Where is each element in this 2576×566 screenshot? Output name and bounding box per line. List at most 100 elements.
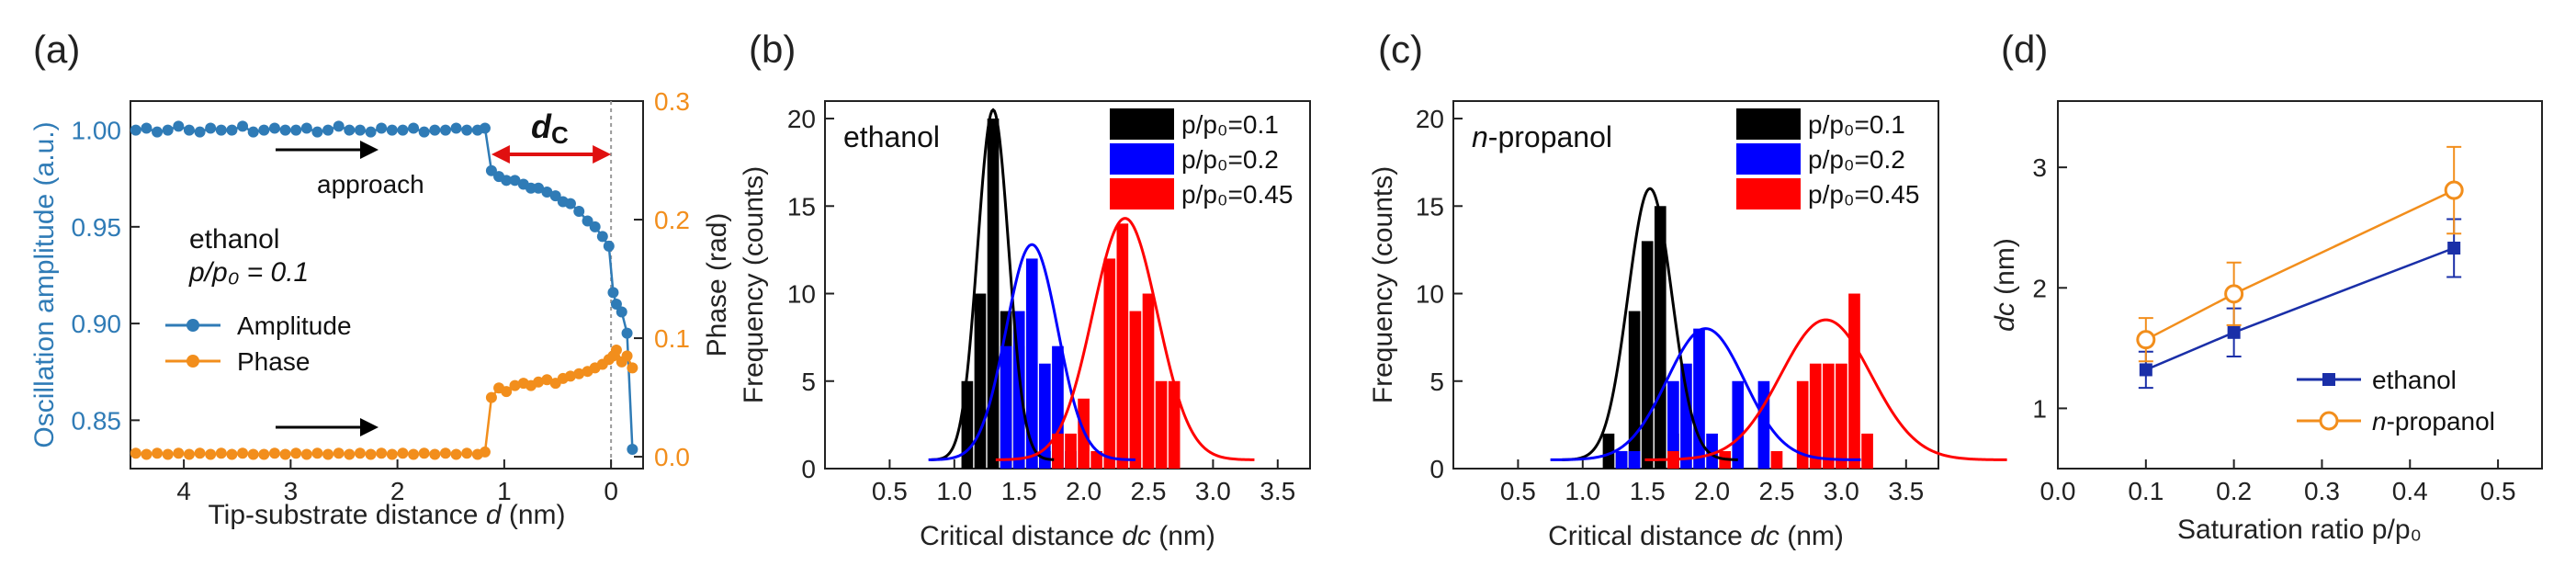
amplitude-point xyxy=(152,126,164,138)
phase-point xyxy=(194,447,206,459)
amplitude-point xyxy=(268,122,280,134)
panel-letter-d: (d) xyxy=(2001,28,2048,71)
approach-label: approach xyxy=(317,170,424,198)
d-xtick-label: 0.2 xyxy=(2216,477,2252,505)
amplitude-point xyxy=(616,306,627,318)
d-xtick-label: 0.1 xyxy=(2128,477,2164,505)
phase-point xyxy=(627,362,638,374)
c-xtick-label: 2.0 xyxy=(1694,477,1730,505)
a-ytick-right-label: 0.0 xyxy=(654,443,690,471)
amplitude-point xyxy=(479,122,491,134)
phase-point xyxy=(322,448,334,460)
b-bar-red xyxy=(1090,450,1103,469)
phase-point xyxy=(311,447,323,459)
c-bar-blue xyxy=(1706,433,1718,469)
b-ytick-label: 10 xyxy=(787,280,816,309)
panel-a-amplitude-phase: 4 3 2 1 0 0.85 0.90 0.95 1.00 0.0 0.1 0.2 0.3 approa… xyxy=(29,87,732,530)
amplitude-point xyxy=(344,124,356,136)
phase-point xyxy=(533,376,545,388)
d-ytick-label: 3 xyxy=(2032,153,2047,182)
panel-a-frame xyxy=(130,100,644,470)
phase-point xyxy=(300,448,312,460)
legend-phase-label: Phase xyxy=(237,347,310,376)
b-bar-red xyxy=(1129,311,1142,469)
phase-point xyxy=(479,446,491,458)
b-legend-label-black: p/p₀=0.1 xyxy=(1181,110,1279,139)
amplitude-point xyxy=(311,126,323,138)
amplitude-point xyxy=(589,221,601,232)
phase-point xyxy=(509,379,521,391)
d-ytick-label: 1 xyxy=(2032,394,2047,423)
panel-d-ylabel: dc (nm) xyxy=(1990,238,2020,332)
phase-point xyxy=(450,448,462,460)
a-ytick-left-label: 1.00 xyxy=(72,117,122,145)
amplitude-point xyxy=(461,124,473,136)
amplitude-point xyxy=(621,327,633,339)
panel-d-dc-vs-saturation: 0.0 0.1 0.2 0.3 0.4 0.5 1 2 3 ethanol n-propanol… xyxy=(1990,100,2543,545)
panel-a-legend: Amplitude Phase xyxy=(165,311,352,376)
amplitude-point xyxy=(333,120,345,132)
amplitude-point xyxy=(450,122,462,134)
d-point-propanol xyxy=(2444,180,2464,200)
c-legend-label-black: p/p₀=0.1 xyxy=(1808,110,1905,139)
panel-b-ethanol-histogram: 0.5 1.0 1.5 2.0 2.5 3.0 3.5 0 5 10 15 20 ethanol p/… xyxy=(739,100,1311,551)
amplitude-point xyxy=(439,124,451,136)
b-bar-red xyxy=(1103,258,1116,469)
amplitude-point xyxy=(397,124,409,136)
b-legend-label-blue: p/p₀=0.2 xyxy=(1181,145,1279,174)
c-xtick-label: 3.5 xyxy=(1888,477,1924,505)
a-ytick-left-label: 0.85 xyxy=(72,406,122,435)
phase-point xyxy=(439,447,451,459)
a-xtick-label: 4 xyxy=(176,477,191,505)
a-xtick-label: 1 xyxy=(497,477,512,505)
amplitude-point xyxy=(408,122,420,134)
b-bar-red xyxy=(1168,380,1181,469)
panel-b-ylabel: Frequency (counts) xyxy=(739,166,769,403)
a-xtick-label: 0 xyxy=(604,477,618,505)
c-bar-red xyxy=(1822,363,1835,469)
panel-c-legend: p/p₀=0.1 p/p₀=0.2 p/p₀=0.45 xyxy=(1736,108,1919,209)
amplitude-point xyxy=(183,124,195,136)
b-bar-red xyxy=(1065,433,1077,469)
b-bar-red xyxy=(1116,223,1129,470)
panel-b-xlabel: Critical distance dc (nm) xyxy=(920,521,1215,551)
c-bar-red xyxy=(1770,450,1783,469)
phase-point xyxy=(237,447,249,459)
panel-d-legend: ethanol n-propanol xyxy=(2297,366,2495,436)
amplitude-point xyxy=(485,164,497,176)
phase-point xyxy=(418,447,430,459)
b-bar-red xyxy=(1142,293,1155,469)
b-legend-swatch-black xyxy=(1110,108,1174,140)
c-bar-blue xyxy=(1732,380,1745,469)
panel-c-xlabel: Critical distance dc (nm) xyxy=(1548,521,1844,551)
condition-label: p/p₀ = 0.1 xyxy=(188,257,309,288)
amplitude-point xyxy=(215,124,227,136)
phase-point xyxy=(268,447,280,459)
c-xtick-label: 1.5 xyxy=(1630,477,1666,505)
b-xtick-label: 3.5 xyxy=(1260,477,1295,505)
c-bar-red xyxy=(1809,363,1822,469)
phase-point xyxy=(247,448,259,460)
c-bar-black xyxy=(1628,311,1641,469)
solvent-label: ethanol xyxy=(189,224,279,255)
panel-b-legend: p/p₀=0.1 p/p₀=0.2 p/p₀=0.45 xyxy=(1110,108,1293,209)
amplitude-point xyxy=(627,443,638,455)
c-xtick-label: 1.0 xyxy=(1565,477,1600,505)
legend-phase-marker xyxy=(186,355,199,368)
c-fit-blue xyxy=(1550,327,1861,461)
d-xtick-label: 0.3 xyxy=(2304,477,2340,505)
amplitude-point xyxy=(596,231,608,243)
amplitude-point xyxy=(141,122,153,134)
a-ytick-right-label: 0.2 xyxy=(654,206,690,234)
c-legend-label-blue: p/p₀=0.2 xyxy=(1808,145,1905,174)
b-xtick-label: 2.0 xyxy=(1066,477,1102,505)
b-ytick-label: 20 xyxy=(787,105,816,133)
approach-arrow-bottom xyxy=(276,418,378,436)
amplitude-point xyxy=(429,124,441,136)
phase-point xyxy=(152,447,164,459)
amplitude-point xyxy=(603,240,615,252)
b-xtick-label: 2.5 xyxy=(1131,477,1167,505)
b-bar-red xyxy=(1155,380,1168,469)
b-legend-label-red: p/p₀=0.45 xyxy=(1181,180,1293,209)
amplitude-point xyxy=(258,124,270,136)
